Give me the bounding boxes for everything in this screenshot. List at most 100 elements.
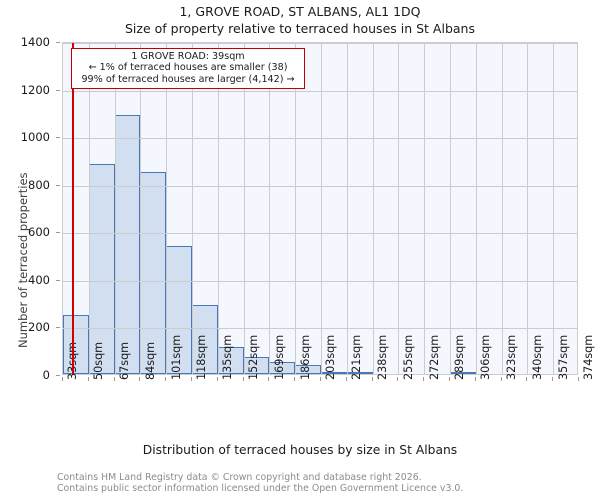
x-axis-tick-mark: [526, 377, 528, 381]
histogram-bar: [166, 245, 192, 374]
y-axis-title: Number of terraced properties: [16, 172, 30, 348]
y-axis-labels: 0 200 400 600 800 1000 1200 1400: [0, 35, 60, 382]
x-axis-tick-label: 169sqm: [272, 334, 286, 380]
property-annotation-box: 1 GROVE ROAD: 39sqm ← 1% of terraced hou…: [71, 48, 305, 90]
gridline-horizontal: [63, 280, 577, 282]
x-axis-tick-label: 374sqm: [582, 334, 596, 380]
gridline-horizontal: [63, 90, 577, 92]
annotation-line-3: 99% of terraced houses are larger (4,142…: [81, 73, 295, 85]
x-axis-tick-label: 306sqm: [479, 334, 493, 380]
gridline-vertical: [218, 43, 219, 374]
x-axis-tick-label: 152sqm: [247, 334, 260, 380]
x-axis-tick-mark: [449, 377, 450, 381]
gridline-horizontal: [63, 43, 577, 44]
gridline-vertical: [89, 43, 90, 374]
x-axis-tick-mark: [371, 377, 373, 381]
gridline-vertical: [502, 43, 503, 374]
y-axis-tick-mark: [56, 89, 60, 91]
x-axis-tick-label: 84sqm: [143, 341, 157, 380]
gridline-vertical: [321, 43, 322, 374]
x-axis-tick-label: 50sqm: [92, 341, 106, 380]
x-axis-tick-label: 135sqm: [221, 334, 235, 380]
x-axis-tick-label: 255sqm: [401, 334, 415, 380]
gridline-vertical: [192, 43, 193, 374]
x-axis-tick-label: 203sqm: [324, 334, 338, 380]
histogram-bar: [192, 305, 218, 374]
gridline-vertical: [373, 43, 374, 374]
y-axis-tick-mark: [56, 232, 60, 234]
x-axis-tick-label: 118sqm: [195, 334, 209, 380]
x-axis-tick-mark: [552, 377, 554, 381]
x-axis-tick-mark: [139, 377, 141, 381]
x-axis-tick-label: 101sqm: [169, 334, 183, 380]
footer-line-1: Contains HM Land Registry data © Crown c…: [57, 472, 422, 483]
gridline-vertical: [476, 43, 477, 374]
x-axis-tick-label: 289sqm: [453, 334, 467, 380]
x-axis-tick-mark: [62, 377, 63, 381]
x-axis-tick-mark: [87, 377, 89, 381]
x-axis-tick-mark: [294, 377, 296, 381]
bars-container: [63, 43, 577, 374]
x-axis-tick-mark: [423, 377, 425, 381]
gridline-vertical: [347, 43, 348, 374]
footer-line-2: Contains public sector information licen…: [57, 483, 464, 495]
y-axis-tick-label: 0: [42, 368, 50, 382]
x-axis-tick-label: 67sqm: [118, 341, 131, 380]
x-axis-tick-mark: [191, 377, 192, 381]
x-axis-tick-mark: [345, 377, 347, 381]
y-axis-tick-mark: [56, 279, 60, 281]
gridline-vertical: [166, 43, 167, 374]
gridline-vertical: [115, 43, 116, 374]
x-axis-title: Distribution of terraced houses by size …: [142, 443, 458, 457]
annotation-line-1: 1 GROVE ROAD: 39sqm: [131, 51, 245, 62]
gridline-vertical: [398, 43, 399, 374]
histogram-bar: [140, 171, 167, 374]
gridline-vertical: [450, 43, 451, 374]
x-axis-tick-mark: [268, 377, 270, 381]
gridline-horizontal: [63, 138, 577, 140]
x-axis-tick-label: 272sqm: [427, 334, 441, 380]
x-axis-tick-label: 340sqm: [530, 334, 544, 380]
x-axis-tick-mark: [242, 377, 244, 381]
gridline-vertical: [424, 43, 425, 374]
footer-attribution: Contains HM Land Registry data © Crown c…: [57, 472, 577, 494]
x-axis-tick-mark: [165, 377, 167, 381]
x-axis-tick-label: 221sqm: [350, 334, 364, 380]
x-axis-tick-mark: [474, 377, 476, 381]
histogram-bar: [114, 114, 141, 374]
x-axis-tick-label: 238sqm: [376, 334, 389, 380]
gridline-vertical: [295, 43, 296, 374]
y-axis-tick-label: 1000: [20, 130, 50, 145]
x-axis-tick-label: 186sqm: [298, 334, 312, 380]
x-axis-tick-label: 357sqm: [556, 334, 570, 380]
gridline-horizontal: [63, 185, 577, 187]
y-axis-tick-label: 1200: [20, 82, 50, 97]
y-axis-tick-mark: [56, 184, 60, 186]
x-axis-tick-mark: [320, 377, 321, 381]
gridline-horizontal: [63, 328, 577, 330]
page-title: 1, GROVE ROAD, ST ALBANS, AL1 1DQ: [179, 4, 421, 19]
x-axis-tick-mark: [113, 377, 115, 381]
chart-title-block: 1, GROVE ROAD, ST ALBANS, AL1 1DQ Size o…: [0, 4, 600, 37]
gridline-vertical: [269, 43, 270, 374]
page-subtitle: Size of property relative to terraced ho…: [125, 21, 475, 36]
y-axis-tick-label: 400: [28, 272, 50, 287]
y-axis-tick-label: 200: [28, 320, 50, 335]
y-axis-tick-mark: [56, 137, 60, 139]
y-axis-tick-mark: [56, 327, 60, 329]
y-axis-tick-mark: [56, 375, 60, 376]
gridline-vertical: [527, 43, 528, 374]
gridline-horizontal: [63, 233, 577, 235]
x-axis-tick-label: 323sqm: [505, 334, 518, 380]
x-axis-labels: 33sqm50sqm67sqm84sqm101sqm118sqm135sqm15…: [0, 335, 600, 435]
y-axis-tick-mark: [56, 42, 60, 43]
gridline-vertical: [553, 43, 554, 374]
x-axis-tick-mark: [397, 377, 399, 381]
x-axis-tick-mark: [216, 377, 218, 381]
plot-area: [62, 42, 578, 375]
gridline-vertical: [244, 43, 245, 374]
y-axis-tick-label: 600: [28, 225, 50, 240]
x-axis-tick-mark: [500, 377, 502, 381]
property-marker-line: [72, 43, 74, 374]
